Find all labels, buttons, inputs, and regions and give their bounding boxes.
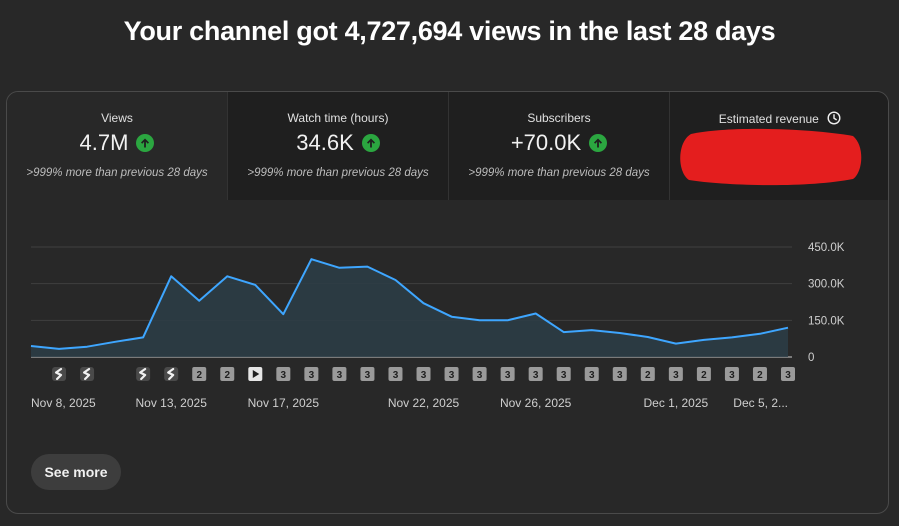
tab-views-comparison: >999% more than previous 28 days: [26, 167, 208, 179]
shorts-icon: [54, 367, 63, 381]
see-more-button[interactable]: See more: [31, 454, 121, 490]
tab-subscribers-label: Subscribers: [527, 111, 591, 125]
y-tick-label: 300.0K: [808, 279, 845, 291]
video-count-text: 3: [477, 370, 483, 381]
tab-estimated-revenue[interactable]: Estimated revenue: [670, 92, 888, 200]
views-line: [30, 258, 789, 350]
video-count-text: 3: [505, 370, 511, 381]
video-count-text: 2: [701, 370, 707, 381]
video-count-text: 3: [533, 370, 539, 381]
tab-views[interactable]: Views 4.7M >999% more than previous 28 d…: [7, 92, 228, 200]
trend-up-icon: [361, 134, 380, 152]
video-count-badge: [724, 367, 739, 381]
video-count-badge: [192, 367, 207, 381]
video-count-badge: [472, 367, 487, 381]
x-tick-label: Nov 22, 2025: [388, 396, 460, 410]
tab-watch-time-comparison: >999% more than previous 28 days: [247, 167, 429, 179]
tab-views-value: 4.7M: [79, 130, 129, 155]
y-tick-label: 0: [808, 352, 814, 364]
x-tick-label: Nov 8, 2025: [31, 396, 96, 410]
video-count-badge: [444, 367, 459, 381]
video-count-badge: [612, 367, 627, 381]
tab-revenue-label-text: Estimated revenue: [718, 112, 819, 126]
tab-subscribers-comparison: >999% more than previous 28 days: [468, 167, 650, 179]
tab-views-label: Views: [101, 111, 133, 125]
redaction-scribble: [680, 128, 862, 186]
metric-tabs: Views 4.7M >999% more than previous 28 d…: [7, 92, 888, 200]
video-count-badge: [640, 367, 655, 381]
video-count-text: 3: [421, 370, 427, 381]
x-tick-label: Nov 26, 2025: [500, 396, 572, 410]
video-count-badge: [556, 367, 571, 381]
tab-subscribers[interactable]: Subscribers +70.0K >999% more than previ…: [449, 92, 670, 200]
x-tick-label: Nov 13, 2025: [135, 396, 207, 410]
video-count-text: 3: [365, 370, 371, 381]
video-count-text: 3: [729, 370, 735, 381]
page-headline: Your channel got 4,727,694 views in the …: [123, 16, 776, 46]
shorts-icon: [82, 367, 91, 381]
video-count-badge: [304, 367, 319, 381]
shorts-icon: [139, 367, 147, 381]
x-tick-label: Dec 1, 2025: [643, 396, 708, 410]
shorts-icon: [167, 367, 175, 381]
video-count-badge: [752, 367, 767, 381]
video-count-text: 2: [196, 370, 202, 381]
video-count-text: 3: [561, 370, 567, 381]
clock-icon: [827, 111, 841, 125]
video-count-badge: [584, 367, 599, 381]
video-count-badge: [276, 367, 291, 381]
video-count-badge: [500, 367, 515, 381]
analytics-card: Views 4.7M >999% more than previous 28 d…: [6, 91, 889, 514]
tab-watch-time-value: 34.6K: [296, 130, 354, 155]
video-count-text: 2: [757, 370, 763, 381]
video-count-text: 3: [617, 370, 623, 381]
video-count-badge: [696, 367, 711, 381]
video-count-badge: [332, 367, 347, 381]
video-count-badge: [781, 367, 795, 381]
x-tick-label: Dec 5, 2...: [733, 396, 788, 410]
tab-subscribers-value: +70.0K: [510, 130, 582, 155]
video-count-badge: [416, 367, 431, 381]
video-count-badge: [360, 367, 375, 381]
video-count-text: 3: [281, 370, 287, 381]
video-count-badge: [528, 367, 543, 381]
y-tick-label: 450.0K: [808, 242, 845, 254]
video-count-text: 3: [589, 370, 595, 381]
video-count-text: 3: [673, 370, 679, 381]
video-count-text: 2: [224, 370, 230, 381]
video-count-text: 3: [785, 370, 791, 381]
video-count-badge: [668, 367, 683, 381]
trend-up-icon: [589, 134, 608, 152]
video-count-text: 3: [449, 370, 455, 381]
play-icon: [252, 370, 260, 378]
video-count-text: 2: [645, 370, 651, 381]
video-count-text: 3: [393, 370, 399, 381]
y-tick-label: 150.0K: [808, 315, 845, 327]
tab-revenue-label: Estimated revenue: [670, 111, 888, 126]
video-count-text: 3: [309, 370, 315, 381]
x-tick-label: Nov 17, 2025: [248, 396, 320, 410]
video-count-text: 3: [337, 370, 343, 381]
trend-up-icon: [136, 134, 155, 152]
tab-watch-time-label: Watch time (hours): [287, 111, 389, 125]
video-count-badge: [388, 367, 403, 381]
tab-watch-time[interactable]: Watch time (hours) 34.6K >999% more than…: [228, 92, 449, 200]
views-chart: 450.0K 300.0K 150.0K 0 2 2 3 3 3 3 3 3 3 3 3 3 3 3 3 2 3 2 3 2 3…: [30, 242, 845, 410]
video-count-badge: [220, 367, 235, 381]
